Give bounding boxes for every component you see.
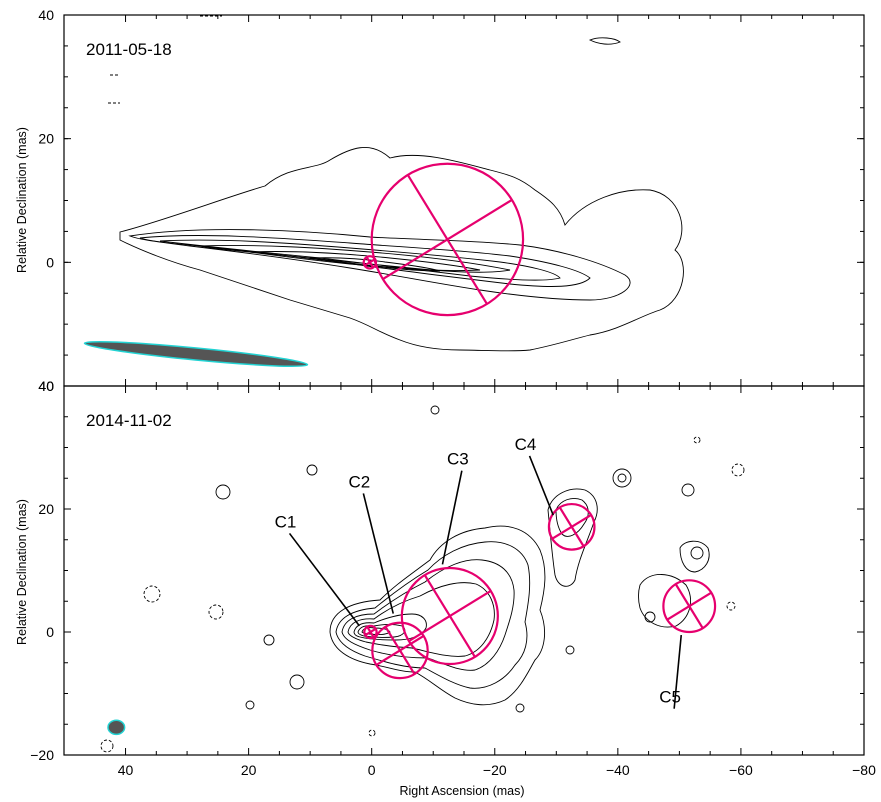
x-tick-label: −20 [483,762,507,778]
x-tick-label: 0 [368,762,376,778]
c5-contour [638,574,691,628]
core-contour-1 [329,525,546,706]
x-tick-label: −60 [729,762,753,778]
blob-3 [215,484,231,500]
neg-blob-6 [693,436,701,444]
top-contour-5 [199,245,511,273]
component-label-leader [441,470,463,565]
top-date-label: 2011-05-18 [86,40,172,59]
component-label-leader [673,634,683,709]
y-tick-label: 0 [46,254,54,270]
bottom-date-label: 2014-11-02 [86,411,172,430]
component-circle [363,624,378,640]
neg-blob-2 [208,604,224,620]
component-circle [370,162,525,317]
y-tick-label: 40 [38,378,54,394]
y-tick-label: 20 [38,131,54,147]
component-cross-b [558,506,585,547]
component-circle [371,621,429,680]
component-label-leader [528,455,554,516]
top-restoring-beam [83,340,309,368]
component-cross-b [366,626,375,638]
top-components [362,162,525,317]
bottom-y-axis-label: Relative Declination (mas) [15,499,29,645]
top-contour-4 [159,239,561,281]
component-label: C3 [447,450,469,469]
core-contour-5 [353,613,427,641]
y-tick-label: 20 [38,501,54,517]
top-contour-2 [128,229,631,301]
blob-9 [245,700,255,710]
neg-blob-7 [368,729,376,737]
component-circle [662,579,717,634]
y-tick-label: 0 [46,624,54,640]
top-contour-3 [139,235,591,287]
blob-1 [612,468,632,488]
core-contour-2 [335,541,531,689]
neg-blob-3 [731,463,745,477]
top-y-ticks: 40 20 0 40 [38,7,865,394]
x-tick-label: 40 [118,762,134,778]
c5-north-inner [690,546,704,560]
component-cross-b [406,174,488,305]
bottom-y-ticks: 40 20 0 −20 [30,378,864,763]
core-contour-4 [347,582,495,657]
neg-blob-1 [143,585,161,603]
component-cross-b [365,256,375,269]
component-cross-b [384,626,416,675]
c4-contour [547,488,598,587]
x-tick-label: −80 [852,762,876,778]
core-contour-3 [341,559,515,671]
blob-5 [306,464,318,476]
component-label: C2 [349,472,371,491]
blob-10 [263,634,275,646]
blob-1-inner [617,473,627,483]
blob-11 [644,611,656,623]
component-label: C4 [515,435,537,454]
blob-7 [565,645,575,655]
blob-6 [430,405,440,415]
bottom-x-ticks: 40 20 0 −20 −40 −60 −80 [118,386,876,778]
panel-2011-05-18: 2011-05-18 Relative Declination (mas) 40… [15,7,865,394]
top-contour-1 [119,147,684,352]
component-label: C5 [659,688,681,707]
bottom-restoring-beam [107,719,126,736]
top-y-axis-label: Relative Declination (mas) [15,127,29,273]
component-cross-b [423,574,476,658]
c5-north-contour [679,540,710,573]
top-panel-frame [63,14,865,387]
blob-4 [289,674,305,690]
blob-2 [681,483,695,497]
top-contour-8 [588,37,621,45]
x-tick-label: −40 [606,762,630,778]
bottom-components: C1 C2 C3 C4 C5 [275,435,717,709]
x-axis-label: Right Ascension (mas) [399,784,524,798]
bottom-contours [100,405,745,753]
component-label-leader [288,532,361,627]
component-circle [400,566,499,666]
c4-contour-inner [555,498,589,537]
y-tick-label: −20 [30,747,54,763]
neg-blob-4 [100,739,114,753]
component-cross-b [674,583,704,629]
top-contour-9 [108,15,222,104]
y-tick-label: 40 [38,7,54,23]
component-label-leader [362,493,395,614]
component-label: C1 [275,512,297,531]
component-circle [547,502,596,551]
neg-blob-5 [726,601,736,611]
top-contour-6 [249,251,481,271]
x-tick-label: 20 [241,762,257,778]
blob-8 [515,703,525,713]
panel-2014-11-02: 2014-11-02 Relative Declination (mas) Ri… [15,378,876,798]
y-tick-label: 40 [38,378,54,394]
